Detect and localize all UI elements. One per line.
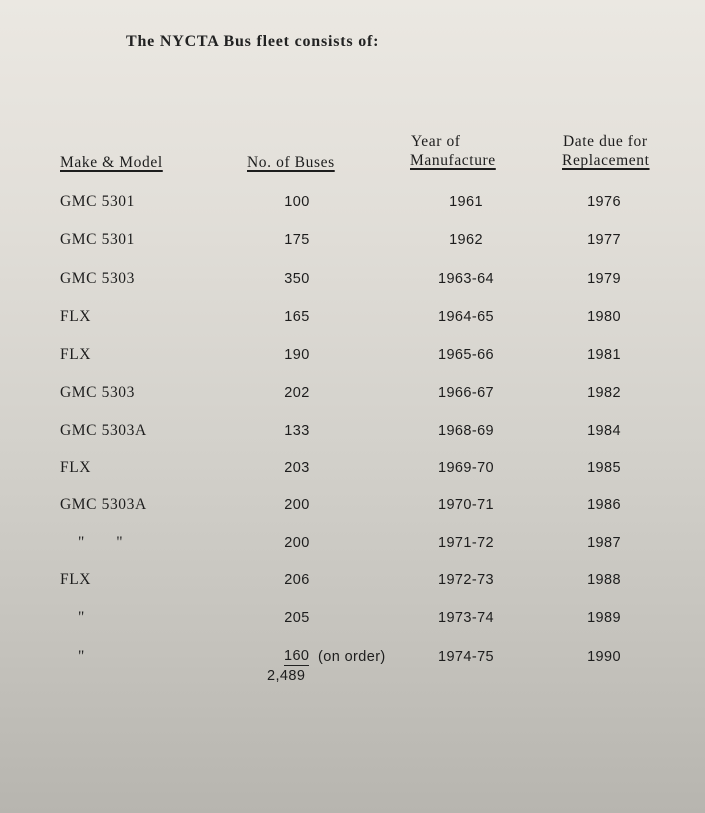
cell-make-model: GMC 5303A bbox=[60, 422, 147, 439]
cell-replacement-date: 1981 bbox=[587, 347, 621, 363]
header-year-line1: Year of bbox=[411, 133, 461, 150]
cell-buses: 202 bbox=[284, 385, 310, 401]
header-year-of-manufacture: Manufacture bbox=[410, 152, 496, 169]
cell-make-model: " " bbox=[78, 534, 124, 551]
cell-make-model: " bbox=[78, 648, 85, 665]
header-date-due-for-replacement: Replacement bbox=[562, 152, 650, 169]
cell-replacement-date: 1984 bbox=[587, 423, 621, 439]
cell-year-of-manufacture: 1969-70 bbox=[437, 460, 495, 476]
cell-buses: 206 bbox=[284, 572, 310, 588]
cell-replacement-date: 1985 bbox=[587, 460, 621, 476]
cell-buses: 200 bbox=[284, 497, 310, 513]
header-replacement-line1: Date due for bbox=[563, 133, 648, 150]
cell-make-model: " bbox=[78, 609, 85, 626]
cell-buses: 100 bbox=[284, 194, 310, 210]
header-make-model: Make & Model bbox=[60, 154, 163, 171]
cell-year-of-manufacture: 1964-65 bbox=[437, 309, 495, 325]
cell-replacement-date: 1976 bbox=[587, 194, 621, 210]
cell-replacement-date: 1979 bbox=[587, 271, 621, 287]
cell-replacement-date: 1977 bbox=[587, 232, 621, 248]
cell-buses: 200 bbox=[284, 535, 310, 551]
cell-year-of-manufacture: 1974-75 bbox=[437, 649, 495, 665]
cell-replacement-date: 1982 bbox=[587, 385, 621, 401]
header-no-of-buses: No. of Buses bbox=[247, 154, 335, 171]
total-buses: 2,489 bbox=[267, 668, 306, 684]
cell-year-of-manufacture: 1966-67 bbox=[437, 385, 495, 401]
cell-replacement-date: 1990 bbox=[587, 649, 621, 665]
cell-buses-note: (on order) bbox=[318, 649, 386, 665]
cell-replacement-date: 1989 bbox=[587, 610, 621, 626]
cell-year-of-manufacture: 1962 bbox=[449, 232, 483, 248]
cell-year-of-manufacture: 1963-64 bbox=[437, 271, 495, 287]
cell-buses: 350 bbox=[284, 271, 310, 287]
cell-make-model: GMC 5301 bbox=[60, 193, 135, 210]
cell-replacement-date: 1986 bbox=[587, 497, 621, 513]
cell-make-model: FLX bbox=[60, 459, 92, 476]
cell-make-model: FLX bbox=[60, 571, 92, 588]
cell-replacement-date: 1980 bbox=[587, 309, 621, 325]
cell-buses: 160 bbox=[284, 648, 310, 666]
cell-year-of-manufacture: 1961 bbox=[449, 194, 483, 210]
cell-year-of-manufacture: 1970-71 bbox=[437, 497, 495, 513]
cell-make-model: FLX bbox=[60, 346, 92, 363]
cell-year-of-manufacture: 1968-69 bbox=[437, 423, 495, 439]
cell-year-of-manufacture: 1971-72 bbox=[437, 535, 495, 551]
cell-make-model: GMC 5303 bbox=[60, 384, 135, 401]
cell-year-of-manufacture: 1972-73 bbox=[437, 572, 495, 588]
cell-buses: 205 bbox=[284, 610, 310, 626]
cell-buses: 175 bbox=[284, 232, 310, 248]
cell-buses: 190 bbox=[284, 347, 310, 363]
cell-make-model: FLX bbox=[60, 308, 92, 325]
cell-year-of-manufacture: 1965-66 bbox=[437, 347, 495, 363]
cell-make-model: GMC 5303 bbox=[60, 270, 135, 287]
cell-make-model: GMC 5301 bbox=[60, 231, 135, 248]
cell-buses: 133 bbox=[284, 423, 310, 439]
cell-make-model: GMC 5303A bbox=[60, 496, 147, 513]
cell-buses: 165 bbox=[284, 309, 310, 325]
document-title: The NYCTA Bus fleet consists of: bbox=[126, 33, 380, 50]
cell-year-of-manufacture: 1973-74 bbox=[437, 610, 495, 626]
cell-replacement-date: 1988 bbox=[587, 572, 621, 588]
cell-replacement-date: 1987 bbox=[587, 535, 621, 551]
cell-buses: 203 bbox=[284, 460, 310, 476]
